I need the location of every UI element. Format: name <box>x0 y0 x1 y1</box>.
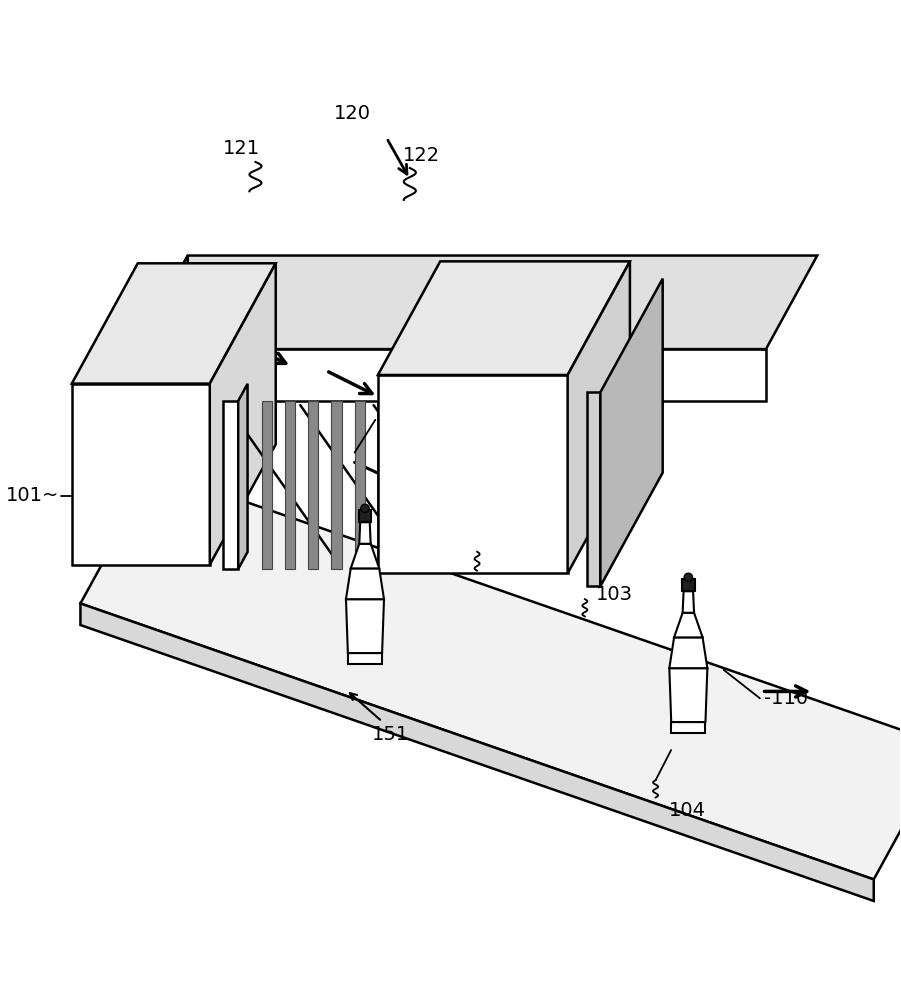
Polygon shape <box>568 261 630 573</box>
Polygon shape <box>378 375 568 573</box>
Circle shape <box>360 504 369 513</box>
Text: -110: -110 <box>764 689 808 708</box>
Polygon shape <box>350 544 379 568</box>
Polygon shape <box>136 256 187 401</box>
Polygon shape <box>72 263 276 384</box>
Polygon shape <box>669 637 707 668</box>
Polygon shape <box>346 568 384 599</box>
Polygon shape <box>223 401 238 569</box>
Text: 100: 100 <box>89 383 126 402</box>
Polygon shape <box>136 256 817 349</box>
Polygon shape <box>355 401 365 569</box>
Text: 103: 103 <box>596 585 633 604</box>
Text: 104: 104 <box>669 801 705 820</box>
Polygon shape <box>682 579 695 591</box>
Polygon shape <box>600 279 663 586</box>
Polygon shape <box>669 668 707 722</box>
Polygon shape <box>332 401 341 569</box>
Text: 120: 120 <box>333 104 370 123</box>
Polygon shape <box>683 591 694 613</box>
Polygon shape <box>378 261 630 375</box>
Polygon shape <box>80 470 901 879</box>
Text: 101~: 101~ <box>5 486 59 505</box>
Polygon shape <box>671 722 705 733</box>
Polygon shape <box>210 263 276 565</box>
Polygon shape <box>378 401 394 569</box>
Polygon shape <box>348 653 382 664</box>
Text: 121: 121 <box>223 139 260 158</box>
Polygon shape <box>308 401 318 569</box>
Text: 122: 122 <box>403 146 440 165</box>
Polygon shape <box>80 603 874 901</box>
Polygon shape <box>674 613 703 637</box>
Polygon shape <box>136 349 766 401</box>
Text: ~111: ~111 <box>430 454 483 473</box>
Polygon shape <box>587 392 600 586</box>
Text: 150: 150 <box>377 404 414 423</box>
Polygon shape <box>359 522 370 544</box>
Polygon shape <box>359 510 371 522</box>
Polygon shape <box>346 599 384 653</box>
Polygon shape <box>285 401 296 569</box>
Text: 151: 151 <box>372 725 409 744</box>
Text: 102: 102 <box>498 538 535 557</box>
Circle shape <box>684 573 693 582</box>
Polygon shape <box>72 384 210 565</box>
Polygon shape <box>261 401 272 569</box>
Polygon shape <box>238 384 248 569</box>
